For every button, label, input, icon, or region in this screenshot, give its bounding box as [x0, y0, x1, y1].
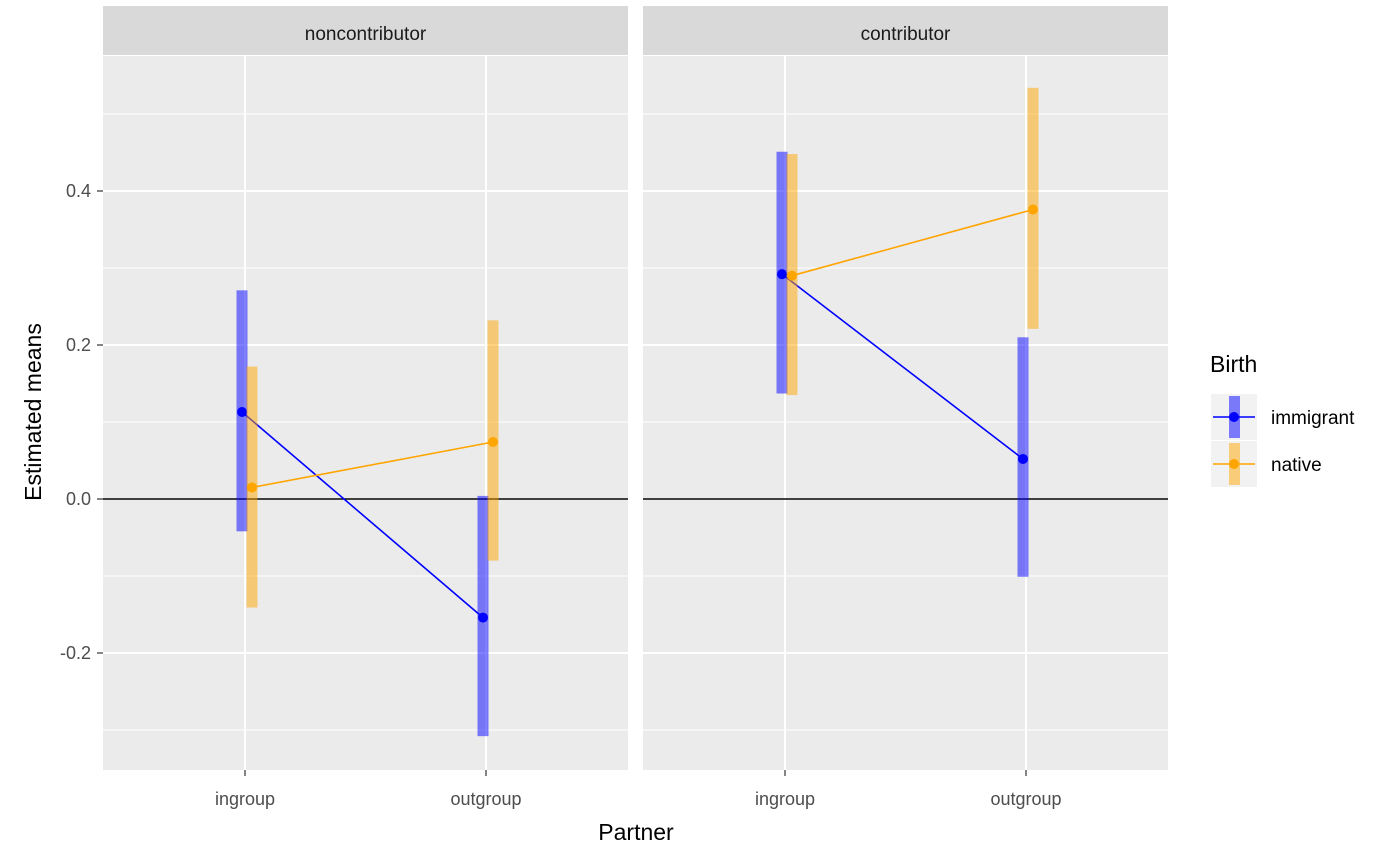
point-immigrant-ingroup: [237, 406, 247, 417]
legend-key-point: [1229, 412, 1239, 422]
panel-noncontributor: noncontributor: [103, 6, 628, 770]
point-native-ingroup: [247, 482, 257, 493]
legend-item-native: native: [1211, 441, 1322, 487]
point-native-outgroup: [1028, 204, 1038, 215]
y-axis-title: Estimated means: [20, 323, 46, 501]
point-immigrant-outgroup: [478, 612, 488, 623]
series-immigrant: [236, 290, 489, 737]
series-native: [246, 320, 499, 608]
panel-background: [103, 56, 628, 770]
series-line-native: [251, 441, 494, 489]
legend: Birth immigrant native: [1210, 351, 1355, 487]
x-axis: ingroup outgroup ingroup outgroup: [215, 770, 1062, 809]
point-immigrant-ingroup: [777, 269, 787, 280]
series-immigrant: [776, 151, 1029, 577]
legend-key-point: [1229, 459, 1239, 469]
x-axis-title: Partner: [598, 819, 674, 845]
panel-strip: [103, 6, 628, 55]
y-tick-label: 0.2: [66, 335, 91, 355]
panel-strip-label: contributor: [861, 24, 951, 45]
y-tick-label: 0.0: [66, 489, 91, 509]
legend-title: Birth: [1210, 351, 1257, 377]
y-axis: -0.2 0.0 0.2 0.4: [60, 181, 103, 663]
y-tick-label: -0.2: [60, 643, 91, 663]
point-immigrant-outgroup: [1018, 453, 1028, 464]
point-native-outgroup: [488, 437, 498, 448]
y-tick-label: 0.4: [66, 181, 91, 201]
series-line-immigrant: [781, 273, 1024, 460]
legend-item-label: immigrant: [1271, 408, 1355, 429]
panel-contributor: contributor: [643, 6, 1168, 770]
panel-background: [643, 56, 1168, 770]
panels: noncontributor contributor: [103, 6, 1168, 770]
x-tick-label: ingroup: [215, 789, 275, 809]
point-native-ingroup: [787, 270, 797, 281]
x-tick-label: outgroup: [450, 789, 521, 809]
panel-strip-label: noncontributor: [305, 24, 427, 45]
x-tick-label: outgroup: [990, 789, 1061, 809]
legend-item-immigrant: immigrant: [1211, 394, 1355, 440]
panel-strip: [643, 6, 1168, 55]
legend-item-label: native: [1271, 455, 1322, 476]
series-line-native: [791, 208, 1034, 277]
x-tick-label: ingroup: [755, 789, 815, 809]
series-native: [786, 87, 1039, 396]
series-line-immigrant: [241, 411, 484, 619]
